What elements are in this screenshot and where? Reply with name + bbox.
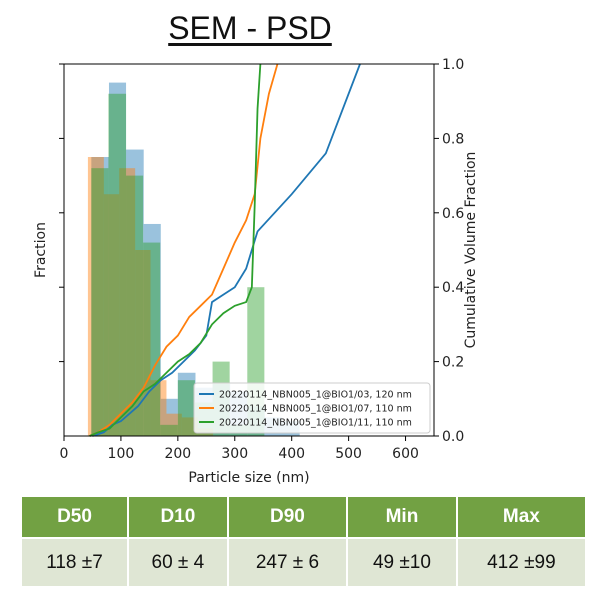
page-title: SEM - PSD <box>168 10 332 46</box>
y-left-axis-label: Fraction <box>33 222 49 278</box>
y-left-axis-ticks <box>59 63 64 363</box>
header-d10: D10 <box>128 497 227 537</box>
y-right-tick-label: 0.8 <box>442 131 464 147</box>
histogram-bar <box>160 398 178 436</box>
y-right-tick-label: 0.2 <box>442 355 464 371</box>
header-min: Min <box>348 497 456 537</box>
cumulative-line <box>92 63 361 437</box>
histogram-bar <box>150 380 167 436</box>
y-right-tick-label: 0.4 <box>442 280 464 296</box>
value-min: 49 ±10 <box>348 539 456 586</box>
x-tick-label: 500 <box>335 446 362 462</box>
stats-table: D50 D10 D90 Min Max 118 ±7 60 ± 4 247 ± … <box>20 495 587 588</box>
histogram-bar <box>91 168 109 436</box>
histogram-bar <box>87 157 104 436</box>
histogram-bar <box>166 413 182 436</box>
y-right-tick-label: 0.0 <box>442 429 464 445</box>
x-tick-label: 0 <box>60 446 69 462</box>
cumulative-lines <box>89 63 361 437</box>
stats-header-row: D50 D10 D90 Min Max <box>22 497 585 537</box>
x-tick-label: 600 <box>392 446 419 462</box>
x-axis-label: Particle size (nm) <box>188 470 309 486</box>
psd-chart: 0 100 200 300 400 500 600 0.0 0.2 0.4 0.6 0.8 1.0 P… <box>33 57 479 486</box>
histogram-bar <box>126 149 144 436</box>
histogram-bar <box>177 372 196 436</box>
histogram-bar <box>119 168 136 436</box>
stats-value-row: 118 ±7 60 ± 4 247 ± 6 49 ±10 412 ±99 <box>22 539 585 586</box>
plot-frame <box>63 63 435 437</box>
histogram-bar <box>143 242 161 436</box>
histogram-bar <box>91 157 109 436</box>
y-right-tick-label: 1.0 <box>442 57 464 73</box>
histogram-bar <box>103 194 120 436</box>
legend-label: 20220114_NBN005_1@BIO1/03, 120 nm <box>219 390 412 401</box>
cumulative-line <box>89 63 262 437</box>
legend-label: 20220114_NBN005_1@BIO1/11, 110 nm <box>219 418 412 429</box>
value-d50: 118 ±7 <box>22 539 127 586</box>
header-d90: D90 <box>228 497 347 537</box>
legend-box <box>193 382 431 434</box>
legend: 20220114_NBN005_1@BIO1/03, 120 nm 2022011… <box>193 382 431 434</box>
x-tick-label: 400 <box>278 446 305 462</box>
y-right-tick-label: 0.6 <box>442 206 464 222</box>
header-max: Max <box>457 497 585 537</box>
legend-label: 20220114_NBN005_1@BIO1/07, 110 nm <box>219 404 412 415</box>
histogram-bar <box>177 380 195 436</box>
y-right-axis-label: Cumulative Volume Fraction <box>463 152 479 349</box>
histogram-bar <box>108 82 127 436</box>
y-right-axis-ticks: 0.0 0.2 0.4 0.6 0.8 1.0 <box>434 57 464 445</box>
histogram-bar <box>160 424 178 436</box>
value-d10: 60 ± 4 <box>128 539 227 586</box>
value-max: 412 ±99 <box>457 539 585 586</box>
histogram-bar <box>126 175 144 436</box>
x-tick-label: 200 <box>164 446 191 462</box>
x-tick-label: 300 <box>221 446 248 462</box>
histogram-bar <box>108 93 127 436</box>
x-axis-ticks: 0 100 200 300 400 500 600 <box>60 436 419 462</box>
x-tick-label: 100 <box>108 446 135 462</box>
value-d90: 247 ± 6 <box>228 539 347 586</box>
header-d50: D50 <box>22 497 127 537</box>
